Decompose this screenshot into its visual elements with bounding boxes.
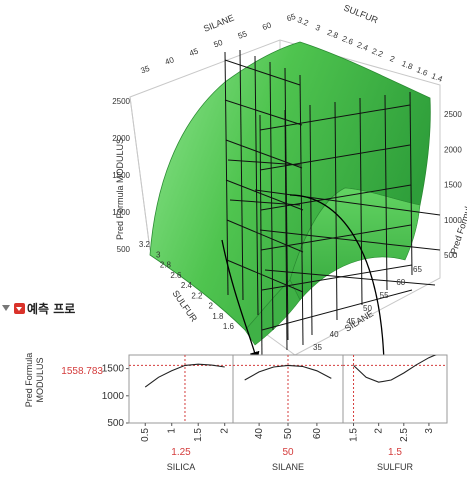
sulfur-top-tick: 2 xyxy=(389,54,397,64)
silane-right-tick: 40 xyxy=(330,330,339,339)
x-tick-label: 1 xyxy=(167,428,178,434)
x-tick-label: 2 xyxy=(220,428,231,434)
factor-name: SULFUR xyxy=(377,462,414,472)
sulfur-left-tick: 3.2 xyxy=(139,240,151,249)
factor-current-value[interactable]: 1.5 xyxy=(388,447,402,458)
profiler-y-label-line2: MODULUS xyxy=(35,357,45,402)
prediction-trace xyxy=(353,355,437,383)
current-y-readout: 1558.783 xyxy=(61,366,103,377)
panel-frame xyxy=(128,354,234,424)
sulfur-top-tick: 3 xyxy=(314,23,322,33)
sulfur-top-tick: 1.4 xyxy=(430,71,444,84)
silane-axis-label: SILANE xyxy=(202,13,235,34)
silane-right-tick: 35 xyxy=(313,343,322,352)
profiler-y-tick: 500 xyxy=(107,418,124,429)
x-tick-label: 2.5 xyxy=(399,428,410,442)
z-tick-left: 2000 xyxy=(112,134,130,143)
factor-current-value[interactable]: 50 xyxy=(282,447,294,458)
silane-right-tick: 60 xyxy=(396,278,405,287)
panel-frame xyxy=(342,354,448,424)
silane-top-tick: 40 xyxy=(164,55,176,67)
sulfur-left-tick: 1.8 xyxy=(212,312,224,321)
prediction-trace xyxy=(244,364,332,381)
silane-top-tick: 45 xyxy=(188,46,200,58)
sulfur-top-ticks: 3.2 3 2.8 2.6 2.4 2.2 2 1.8 1.6 1.4 xyxy=(296,15,444,84)
profiler-header[interactable]: 예측 프로 xyxy=(2,300,80,316)
x-tick-label: 2 xyxy=(374,428,385,434)
sulfur-top-tick: 1.8 xyxy=(400,59,414,72)
profiler-y-tick: 1000 xyxy=(102,391,125,402)
z-tick-right: 500 xyxy=(444,251,458,260)
x-tick-label: 3 xyxy=(424,428,435,434)
z-tick-left: 2500 xyxy=(112,97,130,106)
sulfur-top-tick: 3.2 xyxy=(296,15,310,28)
z-tick-left: 1000 xyxy=(112,208,130,217)
x-tick-label: 1.5 xyxy=(193,428,204,442)
sulfur-left-ticks: 3.2 3 2.82.62.42.2 21.81.6 xyxy=(139,240,235,331)
prediction-profiler: Pred Formula MODULUS 1558.783 5001000150… xyxy=(24,353,448,472)
z-tick-right: 1000 xyxy=(444,216,462,225)
x-tick-label: 40 xyxy=(254,428,265,440)
disclosure-triangle-icon[interactable] xyxy=(2,305,10,311)
silane-right-ticks: 65 60 55 50 45 40 35 xyxy=(313,265,422,352)
sulfur-top-tick: 2.6 xyxy=(341,34,355,47)
z-axis-label-left: Pred Formula MODULUS xyxy=(115,138,125,240)
sulfur-axis-label: SULFUR xyxy=(342,3,380,26)
x-tick-label: 60 xyxy=(312,428,323,440)
x-tick-label: 50 xyxy=(283,428,294,440)
arrow-to-sulfur-panel xyxy=(289,194,389,367)
z-tick-right: 1500 xyxy=(444,181,462,190)
sulfur-top-tick: 2.8 xyxy=(326,28,340,41)
z-axis-label-right: Pred Formula MODULUS xyxy=(448,155,467,255)
profiler-y-label-line1: Pred Formula xyxy=(24,353,34,408)
sulfur-top-tick: 2.2 xyxy=(371,47,385,60)
z-tick-right: 2500 xyxy=(444,110,462,119)
factor-name: SILICA xyxy=(167,462,196,472)
sulfur-left-tick: 3 xyxy=(156,250,161,259)
sulfur-top-tick: 2.4 xyxy=(356,40,370,53)
slice-grid-planes xyxy=(224,49,441,361)
sulfur-left-tick: 2.4 xyxy=(181,281,193,290)
factor-current-value[interactable]: 1.25 xyxy=(171,447,191,458)
z-tick-right: 2000 xyxy=(444,145,462,154)
silane-top-tick: 55 xyxy=(237,29,249,41)
sulfur-left-tick: 1.6 xyxy=(223,322,235,331)
silane-right-tick: 65 xyxy=(413,265,422,274)
factor-name: SILANE xyxy=(272,462,304,472)
z-ticks-right: 2500 2000 1500 1000 500 xyxy=(444,110,462,260)
profiler-panel-silane[interactable]: 40 50 60 50 SILANE xyxy=(232,354,344,472)
z-tick-left: 1500 xyxy=(112,171,130,180)
silane-right-tick: 55 xyxy=(380,291,389,300)
z-ticks-left: 2500 2000 1500 1000 500 xyxy=(112,97,130,254)
profiler-y-ticks: 500 1000 1500 xyxy=(102,364,129,429)
silane-top-tick: 65 xyxy=(285,12,297,24)
sulfur-left-tick: 2.6 xyxy=(170,271,182,280)
silane-right-tick: 45 xyxy=(346,317,355,326)
red-triangle-menu-icon[interactable] xyxy=(14,302,25,314)
silane-right-tick: 50 xyxy=(363,304,372,313)
profiler-panel-silica[interactable]: 0.5 1 1.5 2 1.25 SILICA xyxy=(128,354,234,472)
sulfur-top-tick: 1.6 xyxy=(415,65,429,78)
profiler-panel-sulfur[interactable]: 1.5 2 2.5 3 1.5 SULFUR xyxy=(342,353,448,472)
sulfur-left-tick: 2 xyxy=(209,302,214,311)
sulfur-left-tick: 2.2 xyxy=(191,291,203,300)
silane-top-tick: 50 xyxy=(212,38,224,50)
silane-top-tick: 60 xyxy=(261,20,273,32)
x-tick-label: 1.5 xyxy=(349,428,360,442)
arrow-to-silane-panel xyxy=(221,239,260,362)
silane-top-tick: 35 xyxy=(139,64,151,76)
x-tick-label: 0.5 xyxy=(140,428,151,442)
profiler-title: 예측 프로 xyxy=(27,301,76,316)
sulfur-left-tick: 2.8 xyxy=(160,261,172,270)
prediction-trace xyxy=(144,363,225,388)
silane-top-ticks: 35 40 45 50 55 60 65 xyxy=(139,12,297,76)
profiler-y-tick: 1500 xyxy=(102,364,125,375)
z-tick-left: 500 xyxy=(117,245,131,254)
